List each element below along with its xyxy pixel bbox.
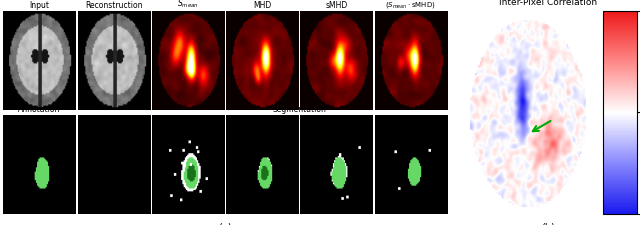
Text: $S_{mean}$: $S_{mean}$ — [177, 0, 198, 10]
Text: $S_{sMHD}$
$(S_{mean}\cdot$sMHD$)$: $S_{sMHD}$ $(S_{mean}\cdot$sMHD$)$ — [385, 0, 436, 10]
Text: Input: Input — [29, 1, 49, 10]
Text: Inter-Pixel Correlation: Inter-Pixel Correlation — [499, 0, 597, 7]
Text: Annotation: Annotation — [18, 105, 60, 114]
Text: MHD: MHD — [253, 1, 271, 10]
Text: (a): (a) — [218, 223, 232, 225]
Text: Reconstruction: Reconstruction — [85, 1, 142, 10]
Text: sMHD: sMHD — [325, 1, 348, 10]
Text: Segmentation: Segmentation — [273, 105, 326, 114]
Text: (b): (b) — [541, 223, 555, 225]
